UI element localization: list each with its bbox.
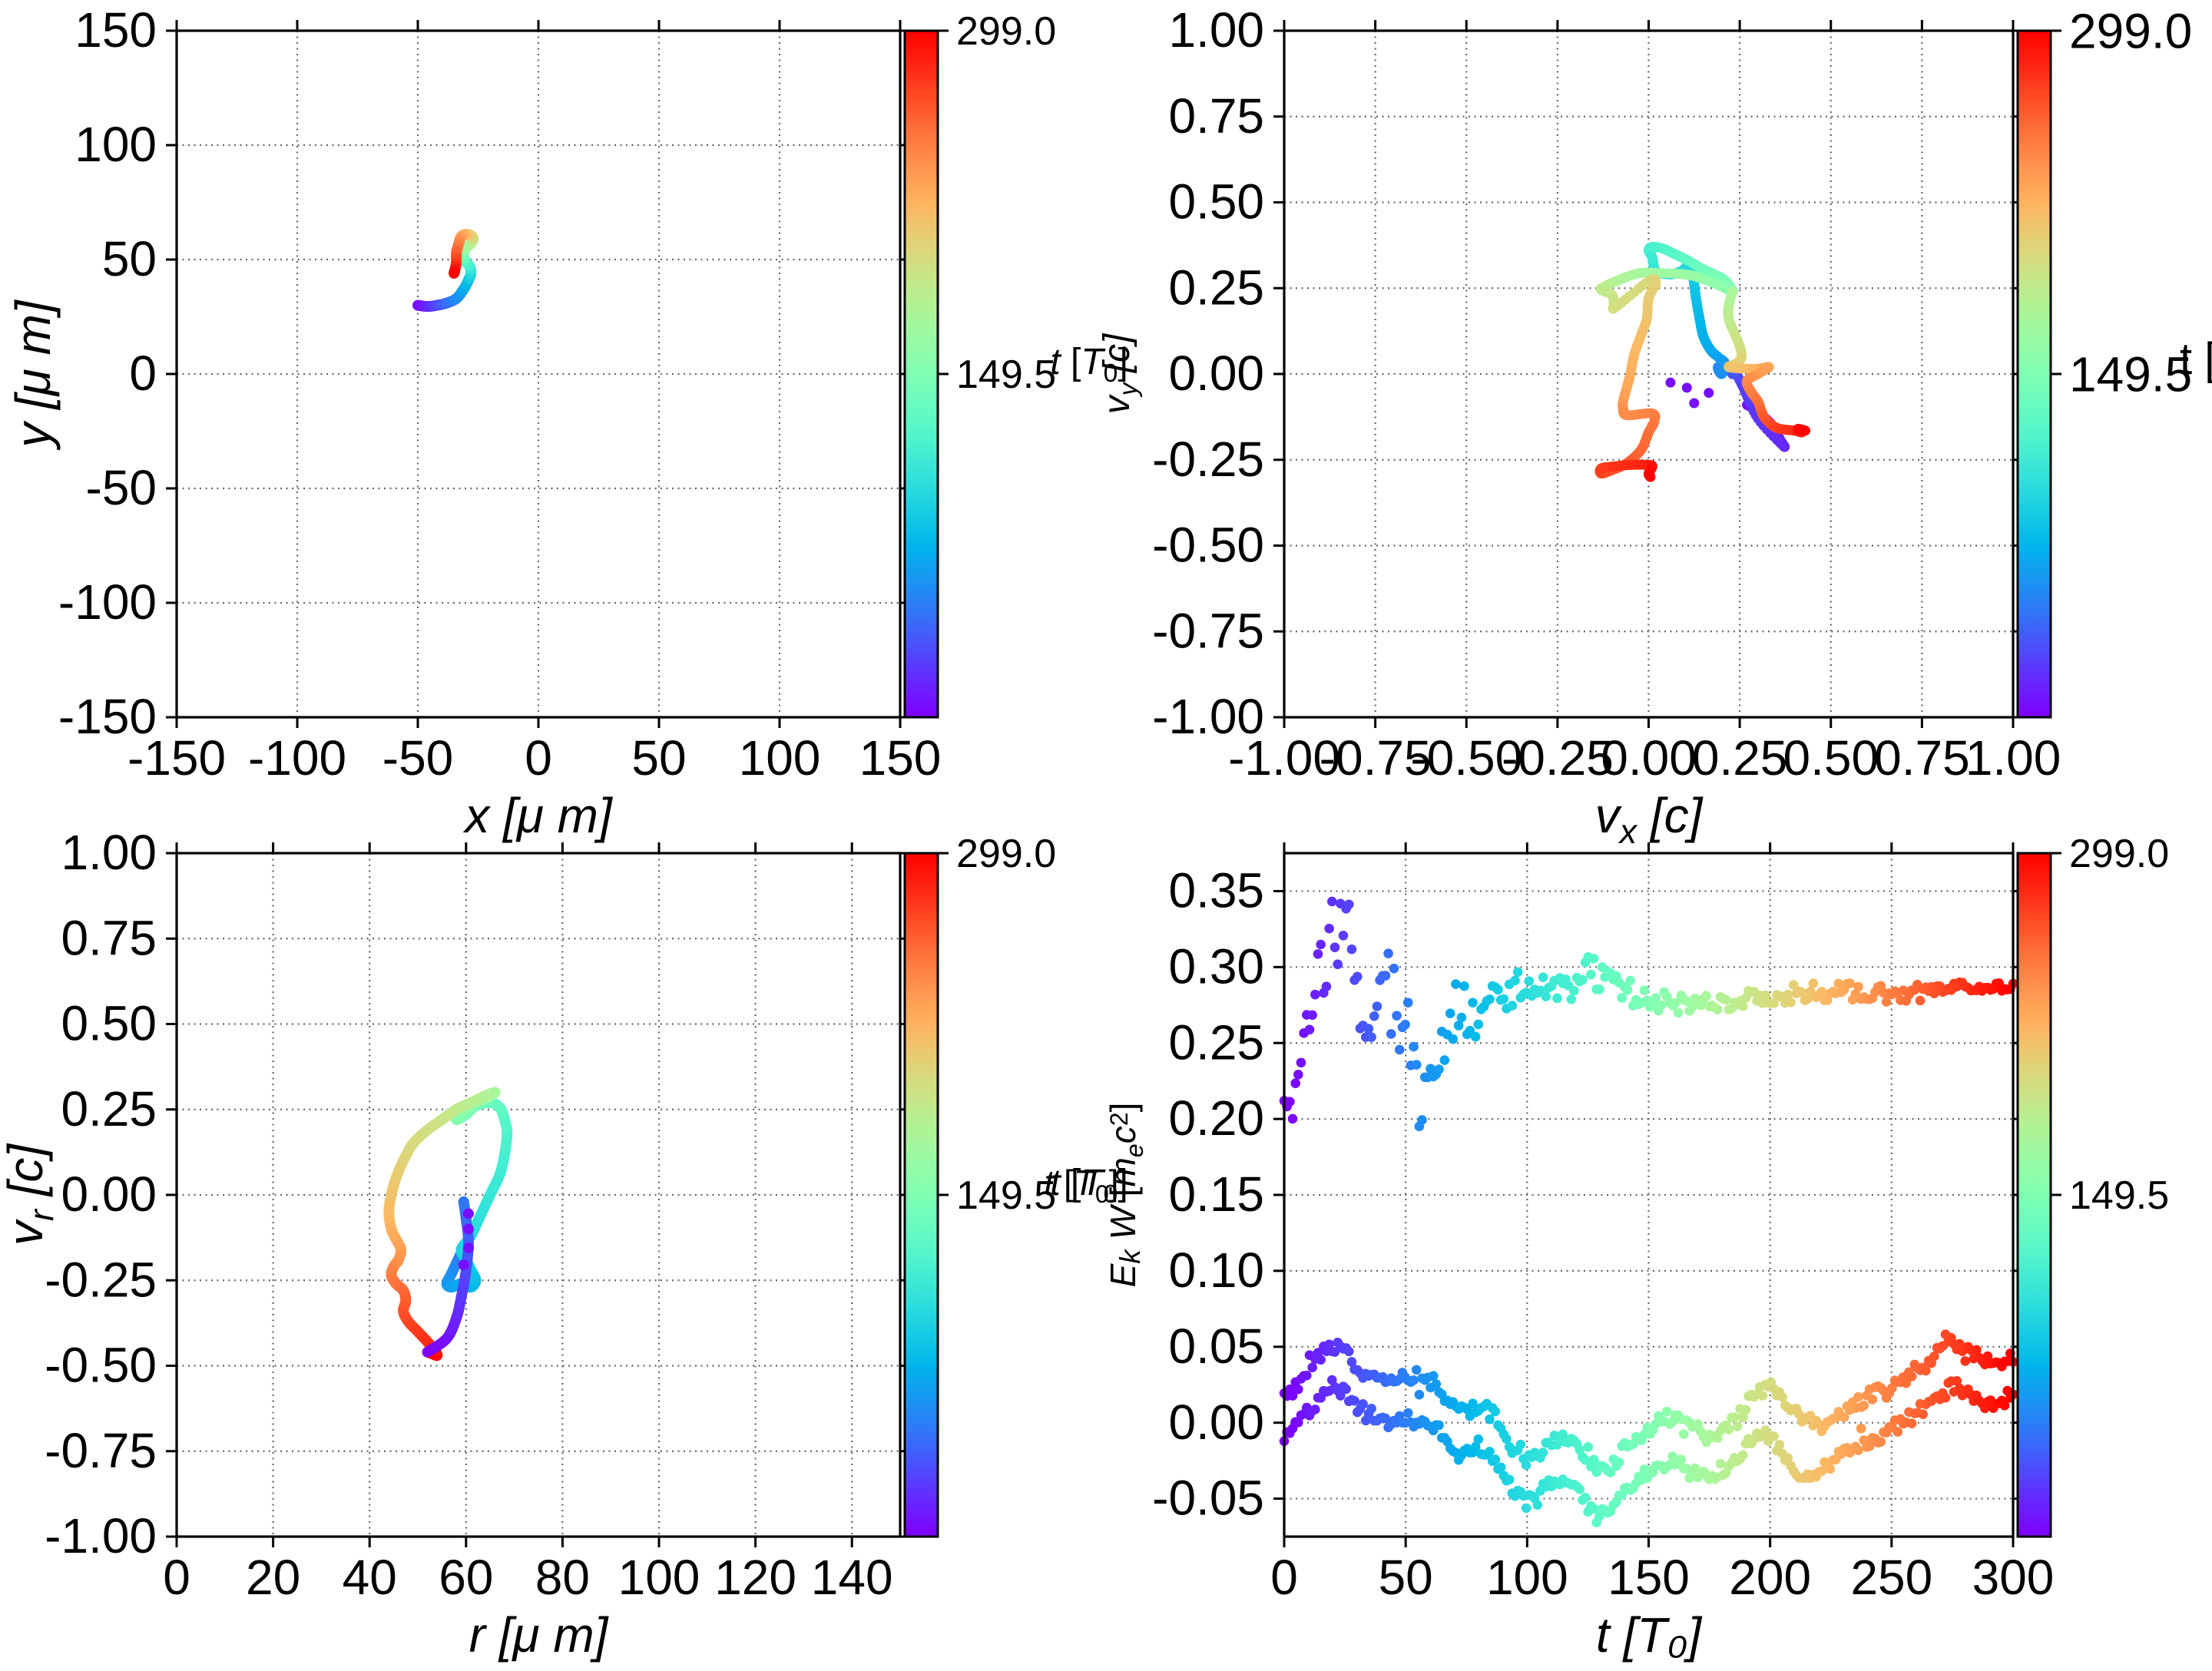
svg-text:100: 100 bbox=[75, 117, 157, 172]
svg-text:150: 150 bbox=[859, 730, 942, 786]
svg-text:-0.25: -0.25 bbox=[1502, 730, 1614, 786]
svg-text:149.5: 149.5 bbox=[956, 352, 1056, 397]
svg-text:0.05: 0.05 bbox=[1168, 1319, 1264, 1374]
svg-text:-0.50: -0.50 bbox=[45, 1338, 157, 1393]
svg-text:0: 0 bbox=[525, 730, 552, 786]
svg-text:0.50: 0.50 bbox=[1168, 174, 1264, 230]
svg-text:y [μ m]: y [μ m] bbox=[5, 299, 61, 451]
svg-text:299.0: 299.0 bbox=[2069, 3, 2192, 58]
svg-text:0.10: 0.10 bbox=[1168, 1242, 1264, 1298]
svg-text:80: 80 bbox=[535, 1550, 590, 1605]
svg-text:149.5: 149.5 bbox=[2069, 1173, 2169, 1218]
svg-text:0.25: 0.25 bbox=[1692, 730, 1788, 786]
svg-text:299.0: 299.0 bbox=[956, 832, 1056, 876]
svg-text:-0.05: -0.05 bbox=[1152, 1471, 1264, 1526]
svg-text:0.75: 0.75 bbox=[61, 910, 157, 965]
svg-text:-0.25: -0.25 bbox=[1152, 432, 1264, 487]
svg-text:0.00: 0.00 bbox=[1168, 346, 1264, 401]
svg-text:0.50: 0.50 bbox=[1783, 730, 1879, 786]
svg-text:300: 300 bbox=[1972, 1550, 2055, 1605]
svg-text:149.5: 149.5 bbox=[956, 1173, 1056, 1218]
svg-text:50: 50 bbox=[631, 730, 686, 786]
svg-text:50: 50 bbox=[102, 231, 157, 286]
svg-text:0.75: 0.75 bbox=[1168, 88, 1264, 144]
svg-text:vr [c]: vr [c] bbox=[0, 1143, 61, 1246]
svg-text:20: 20 bbox=[246, 1550, 300, 1605]
svg-text:150: 150 bbox=[1608, 1550, 1690, 1605]
svg-text:-150: -150 bbox=[58, 689, 157, 744]
svg-text:40: 40 bbox=[343, 1550, 397, 1605]
svg-text:0.50: 0.50 bbox=[61, 996, 157, 1051]
svg-text:-100: -100 bbox=[58, 574, 157, 630]
svg-text:0: 0 bbox=[1270, 1550, 1298, 1605]
svg-text:0.00: 0.00 bbox=[61, 1166, 157, 1222]
svg-text:100: 100 bbox=[618, 1550, 700, 1605]
svg-text:-50: -50 bbox=[382, 730, 454, 786]
svg-text:0.35: 0.35 bbox=[1168, 863, 1264, 918]
svg-text:50: 50 bbox=[1379, 1550, 1433, 1605]
svg-text:120: 120 bbox=[714, 1550, 796, 1605]
svg-text:-50: -50 bbox=[86, 460, 157, 515]
svg-text:150: 150 bbox=[75, 2, 157, 58]
svg-text:200: 200 bbox=[1729, 1550, 1811, 1605]
svg-text:0.25: 0.25 bbox=[61, 1081, 157, 1137]
svg-text:0.00: 0.00 bbox=[1168, 1395, 1264, 1450]
svg-text:100: 100 bbox=[1486, 1550, 1568, 1605]
svg-text:299.0: 299.0 bbox=[956, 9, 1056, 54]
svg-text:-0.75: -0.75 bbox=[45, 1423, 157, 1478]
svg-text:vx [c]: vx [c] bbox=[1595, 788, 1704, 851]
svg-text:0.00: 0.00 bbox=[1601, 730, 1697, 786]
svg-text:x [μ m]: x [μ m] bbox=[462, 788, 613, 843]
svg-text:299.0: 299.0 bbox=[2069, 832, 2169, 876]
svg-text:0.15: 0.15 bbox=[1168, 1166, 1264, 1222]
svg-text:0.25: 0.25 bbox=[1168, 1014, 1264, 1070]
svg-text:0.30: 0.30 bbox=[1168, 939, 1264, 994]
svg-text:-1.00: -1.00 bbox=[1152, 689, 1264, 744]
svg-text:0: 0 bbox=[163, 1550, 190, 1605]
svg-text:-1.00: -1.00 bbox=[45, 1508, 157, 1563]
svg-text:-0.50: -0.50 bbox=[1152, 518, 1264, 573]
svg-text:0.25: 0.25 bbox=[1168, 260, 1264, 315]
svg-text:1.00: 1.00 bbox=[1965, 730, 2061, 786]
svg-text:1.00: 1.00 bbox=[61, 825, 157, 880]
svg-text:r [μ m]: r [μ m] bbox=[469, 1607, 609, 1663]
svg-text:vy [c]: vy [c] bbox=[1097, 333, 1143, 414]
svg-text:0: 0 bbox=[129, 346, 157, 401]
svg-text:60: 60 bbox=[439, 1550, 493, 1605]
svg-text:100: 100 bbox=[739, 730, 821, 786]
svg-text:140: 140 bbox=[811, 1550, 893, 1605]
svg-text:1.00: 1.00 bbox=[1168, 2, 1264, 58]
svg-text:-0.75: -0.75 bbox=[1152, 603, 1264, 658]
svg-text:-0.25: -0.25 bbox=[45, 1252, 157, 1307]
svg-text:0.20: 0.20 bbox=[1168, 1090, 1264, 1146]
svg-text:0.75: 0.75 bbox=[1874, 730, 1970, 786]
svg-text:149.5: 149.5 bbox=[2069, 346, 2192, 402]
svg-text:t [T₀]: t [T₀] bbox=[1596, 1607, 1702, 1663]
svg-text:t [T₀]: t [T₀] bbox=[2180, 334, 2212, 384]
svg-text:-100: -100 bbox=[248, 730, 346, 786]
svg-text:250: 250 bbox=[1850, 1550, 1932, 1605]
